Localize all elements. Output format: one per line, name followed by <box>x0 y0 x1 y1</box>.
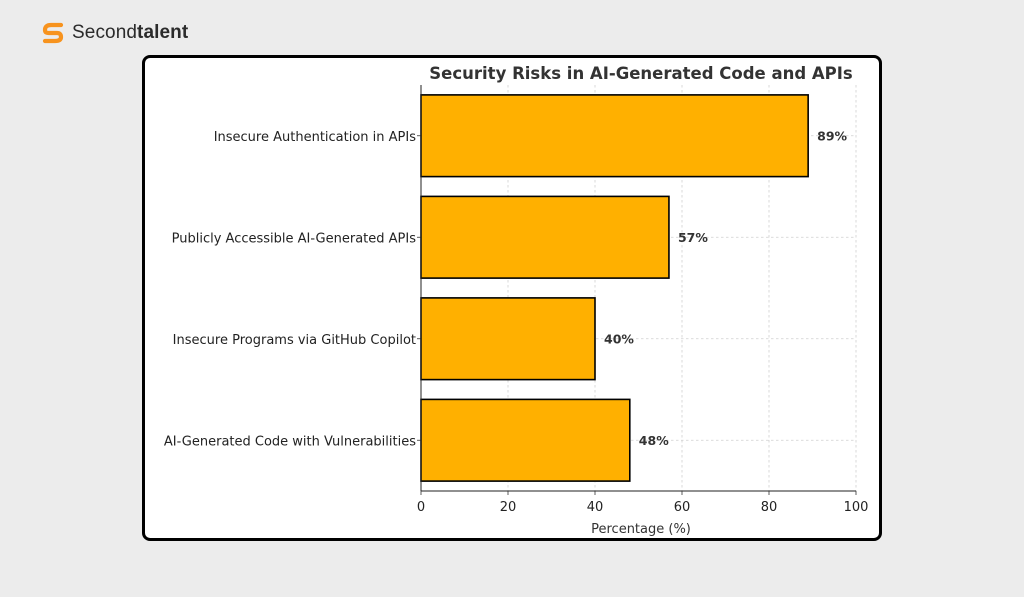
bar-value-label: 40% <box>604 331 634 346</box>
bar-value-label: 89% <box>817 128 847 143</box>
bar-value-label: 48% <box>639 433 669 448</box>
bar-value-label: 57% <box>678 230 708 245</box>
category-label: Insecure Programs via GitHub Copilot <box>173 333 416 348</box>
brand-name-regular: Second <box>72 22 138 43</box>
category-label: AI-Generated Code with Vulnerabilities <box>164 434 416 449</box>
x-tick-label: 20 <box>500 500 517 515</box>
x-tick-label: 0 <box>417 500 425 515</box>
bars: 89% 57% 40% 48% <box>420 94 848 482</box>
bar-chart: 89% 57% 40% 48% Insecure Authentication in … <box>164 64 869 537</box>
category-label: Insecure Authentication in APIs <box>214 130 417 145</box>
bar <box>420 297 596 381</box>
category-label: Publicly Accessible AI-Generated APIs <box>172 231 417 246</box>
axes: Insecure Authentication in APIs Publicly … <box>164 85 869 515</box>
brand: Secondtalent <box>41 20 188 46</box>
bar <box>420 94 809 178</box>
secondtalent-s-logo-icon <box>42 22 64 44</box>
x-axis-label: Percentage (%) <box>591 522 691 537</box>
chart-title: Security Risks in AI-Generated Code and … <box>429 64 853 83</box>
x-tick-label: 40 <box>587 500 604 515</box>
bar <box>420 398 631 482</box>
x-tick-label: 100 <box>844 500 869 515</box>
x-tick-label: 80 <box>761 500 778 515</box>
chart-card: 89% 57% 40% 48% Insecure Authentication in … <box>142 55 882 541</box>
brand-name-bold: talent <box>137 22 189 43</box>
bar <box>420 195 670 279</box>
x-tick-label: 60 <box>674 500 691 515</box>
brand-name: Secondtalent <box>72 22 188 44</box>
